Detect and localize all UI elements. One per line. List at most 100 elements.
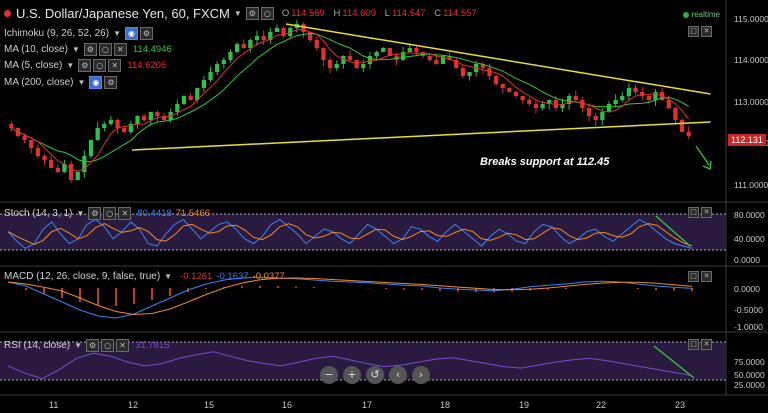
candle-body	[613, 100, 618, 104]
chevron-down-icon[interactable]: ▼	[66, 61, 75, 70]
symbol-title[interactable]: U.S. Dollar/Japanese Yen, 60, FXCM	[16, 6, 230, 21]
eye-icon[interactable]: ◉	[124, 27, 138, 40]
candle-body	[241, 44, 246, 48]
close-icon[interactable]: ✕	[701, 207, 712, 218]
hide-icon[interactable]: ○	[101, 339, 115, 352]
candle-body	[108, 120, 114, 124]
macd-hist-value: -0.1261	[180, 271, 213, 282]
hide-icon[interactable]: ○	[103, 207, 117, 220]
ma5-value: 114.6206	[127, 60, 167, 71]
close-label: C	[434, 8, 442, 19]
candle-body	[447, 56, 452, 60]
candle-body	[600, 112, 605, 120]
settings-icon[interactable]: ⚙	[104, 76, 118, 89]
open-value: 114.569	[291, 8, 325, 19]
chevron-down-icon[interactable]: ▼	[74, 341, 83, 350]
macd-label[interactable]: MACD (12, 26, close, 9, false, true)	[4, 271, 161, 282]
candle-body	[9, 124, 14, 128]
candle-body	[88, 140, 94, 156]
stoch-k-line	[7, 218, 693, 250]
macd-line-value: -0.1637	[216, 271, 249, 282]
ma200-label[interactable]: MA (200, close)	[4, 77, 74, 88]
candle-body	[414, 48, 419, 52]
rsi-line	[7, 351, 693, 380]
zoom-out-icon[interactable]: −	[320, 366, 338, 384]
ma10-label[interactable]: MA (10, close)	[4, 44, 68, 55]
close-icon[interactable]: ✕	[701, 271, 712, 282]
scroll-left-icon[interactable]: ‹	[389, 366, 407, 384]
close-icon[interactable]: ✕	[116, 339, 130, 352]
macd-line	[7, 276, 693, 319]
candle-body	[460, 68, 466, 76]
close-icon[interactable]: ✕	[113, 43, 127, 56]
price-tick: 114.0000	[734, 55, 768, 65]
candle-body	[175, 104, 180, 112]
settings-icon[interactable]: ⚙	[86, 339, 100, 352]
candle-body	[673, 108, 678, 120]
macd-tick: -0.5000	[734, 305, 763, 315]
main-panel-controls: □ ✕	[688, 26, 714, 37]
chevron-down-icon[interactable]: ▼	[233, 9, 242, 18]
close-icon[interactable]: ✕	[701, 339, 712, 350]
chevron-down-icon[interactable]: ▼	[164, 272, 173, 281]
ma5-line	[11, 29, 690, 172]
hide-icon[interactable]: ○	[98, 43, 112, 56]
reset-icon[interactable]: ↺	[366, 366, 384, 384]
candle-body	[540, 104, 545, 108]
candle-body	[407, 48, 412, 52]
maximize-icon[interactable]: □	[688, 26, 699, 37]
candle-body	[586, 108, 592, 116]
candle-body	[440, 56, 446, 64]
ma200-legend: MA (200, close) ▼ ◉ ⚙	[4, 76, 119, 89]
candle-body	[620, 96, 625, 100]
rsi-label[interactable]: RSI (14, close)	[4, 340, 71, 351]
candle-body	[135, 116, 140, 124]
candle-body	[195, 88, 200, 100]
close-icon[interactable]: ✕	[701, 26, 712, 37]
scroll-right-icon[interactable]: ›	[412, 366, 430, 384]
candle-body	[507, 88, 512, 92]
eye-icon[interactable]: ◉	[89, 76, 103, 89]
candle-body	[626, 88, 632, 96]
chevron-down-icon[interactable]: ▼	[113, 29, 121, 38]
candle-body	[480, 64, 485, 68]
close-icon[interactable]: ✕	[108, 59, 122, 72]
settings-icon[interactable]: ⚙	[245, 7, 259, 20]
candle-body	[221, 60, 226, 64]
indicator-overlays	[11, 23, 712, 172]
candle-body	[281, 28, 286, 36]
candle-body	[573, 96, 578, 100]
candle-body	[128, 124, 133, 132]
candle-body	[646, 96, 651, 100]
candle-body	[593, 116, 598, 120]
ma5-label[interactable]: MA (5, close)	[4, 60, 63, 71]
chevron-down-icon[interactable]: ▼	[76, 209, 85, 218]
settings-icon[interactable]: ⚙	[88, 207, 102, 220]
candle-body	[274, 28, 280, 32]
maximize-icon[interactable]: □	[688, 207, 699, 218]
maximize-icon[interactable]: □	[688, 339, 699, 350]
live-dot-icon	[682, 11, 689, 18]
close-icon[interactable]: ✕	[118, 207, 132, 220]
settings-icon[interactable]: ⚙	[78, 59, 92, 72]
zoom-in-icon[interactable]: +	[343, 366, 361, 384]
hide-icon[interactable]: ○	[93, 59, 107, 72]
time-tick: 19	[519, 400, 530, 410]
price-tick: 115.0000	[734, 14, 768, 24]
chart-title-row: U.S. Dollar/Japanese Yen, 60, FXCM ▼ ⚙ ○…	[4, 6, 483, 21]
settings-icon[interactable]: ⚙	[83, 43, 97, 56]
candle-body	[321, 48, 326, 60]
time-tick: 12	[128, 400, 139, 410]
open-label: O	[281, 8, 290, 19]
ichimoku-label[interactable]: Ichimoku (9, 26, 52, 26)	[4, 28, 110, 39]
chevron-down-icon[interactable]: ▼	[77, 78, 86, 87]
resistance-trendline	[285, 23, 711, 95]
chevron-down-icon[interactable]: ▼	[71, 45, 80, 54]
candle-body	[42, 156, 47, 160]
ichimoku-legend: Ichimoku (9, 26, 52, 26) ▼ ◉ ⚙	[4, 27, 155, 40]
settings-icon[interactable]: ⚙	[139, 27, 153, 40]
stoch-label[interactable]: Stoch (14, 3, 1)	[4, 208, 73, 219]
maximize-icon[interactable]: □	[688, 271, 699, 282]
time-tick: 18	[440, 400, 451, 410]
hide-icon[interactable]: ○	[260, 7, 274, 20]
